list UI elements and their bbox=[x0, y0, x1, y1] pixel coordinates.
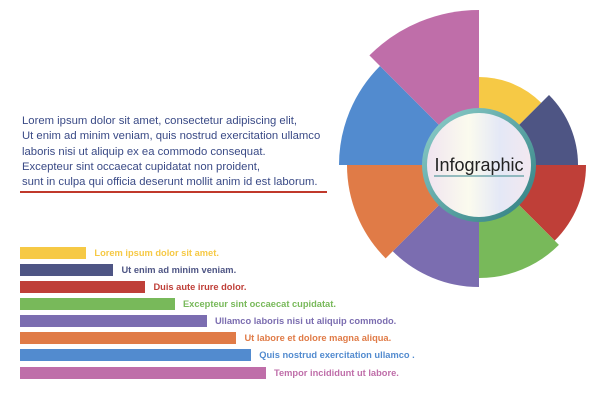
intro-paragraph: Lorem ipsum dolor sit amet, consectetur … bbox=[22, 114, 342, 190]
bar bbox=[20, 367, 266, 379]
paragraph-line: Lorem ipsum dolor sit amet, consectetur … bbox=[22, 115, 298, 127]
center-circle bbox=[427, 113, 531, 217]
bar-label: Lorem ipsum dolor sit amet. bbox=[94, 248, 219, 258]
bar-row: Tempor incididunt ut labore. bbox=[20, 367, 399, 379]
bar bbox=[20, 298, 175, 310]
paragraph-line: sunt in culpa qui officia deserunt molli… bbox=[22, 176, 318, 189]
bar-label: Duis aute irure dolor. bbox=[153, 282, 247, 292]
bar bbox=[20, 332, 237, 344]
bar-row: Lorem ipsum dolor sit amet. bbox=[20, 247, 219, 259]
bar-label: Ut labore et dolore magna aliqua. bbox=[244, 333, 392, 343]
paragraph-line: Excepteur sint occaecat cupidatat non pr… bbox=[22, 160, 261, 173]
bar-row: Duis aute irure dolor. bbox=[20, 281, 246, 293]
bar bbox=[20, 281, 146, 293]
bar-row: Ut enim ad minim veniam. bbox=[20, 264, 236, 276]
bar bbox=[20, 349, 252, 361]
bar bbox=[20, 264, 114, 276]
bar-label: Ullamco laboris nisi ut aliquip commodo. bbox=[214, 316, 397, 326]
center-label: Infographic bbox=[434, 155, 523, 175]
bar-row: Quis nostrud exercitation ullamco . bbox=[20, 349, 415, 361]
bar-row: Excepteur sint occaecat cupidatat. bbox=[20, 298, 336, 310]
bar-label: Quis nostrud exercitation ullamco . bbox=[259, 350, 415, 360]
bar bbox=[20, 247, 87, 259]
bar-label: Ut enim ad minim veniam. bbox=[121, 265, 237, 275]
paragraph-line: laboris nisi ut aliquip ex ea commodo co… bbox=[22, 145, 266, 158]
bar bbox=[20, 315, 207, 327]
paragraph-line: Ut enim ad minim veniam, quis nostrud ex… bbox=[22, 130, 321, 143]
bar-row: Ullamco laboris nisi ut aliquip commodo. bbox=[20, 315, 396, 327]
divider-rule bbox=[20, 191, 327, 193]
bar-label: Excepteur sint occaecat cupidatat. bbox=[182, 299, 336, 309]
bar-row: Ut labore et dolore magna aliqua. bbox=[20, 332, 391, 344]
bar-label: Tempor incididunt ut labore. bbox=[274, 368, 399, 378]
